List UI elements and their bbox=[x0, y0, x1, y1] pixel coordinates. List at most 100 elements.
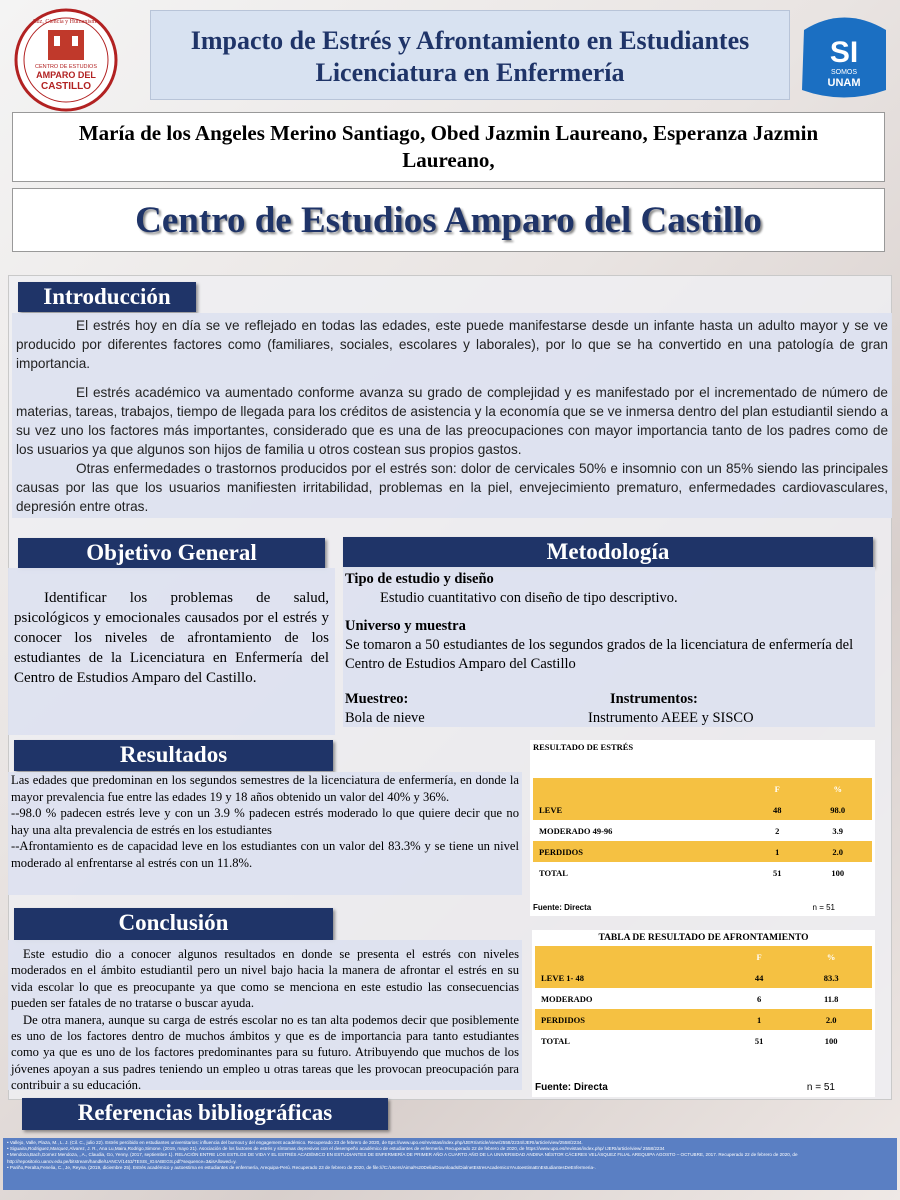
table-footer: Fuente: Directa n = 51 bbox=[533, 903, 835, 912]
table-cell: 3.9 bbox=[832, 825, 843, 836]
table-caption: RESULTADO DE ESTRÉS bbox=[533, 742, 634, 752]
paragraph: Otras enfermedades o trastornos producid… bbox=[16, 461, 888, 514]
section-heading: Objetivo General bbox=[18, 538, 325, 568]
table-row: MODERADO 6 11.8 bbox=[535, 988, 872, 1009]
title-line: Licenciatura en Enfermería bbox=[315, 58, 625, 87]
reference-item: • Vallejo, Valle, Plaza, M., L. J. (Cil.… bbox=[7, 1140, 583, 1145]
method-box: Tipo de estudio y diseño Estudio cuantit… bbox=[343, 567, 875, 727]
column: Muestreo: Bola de nieve bbox=[345, 690, 425, 728]
institution: Centro de Estudios Amparo del Castillo bbox=[12, 188, 885, 252]
table-cell: 51 bbox=[772, 867, 782, 878]
label: Instrumentos: bbox=[610, 691, 698, 707]
label: Tipo de estudio y diseño bbox=[345, 571, 494, 587]
reference-item: • Mendoza,Bach,Gomez Mendoza, , A., Clau… bbox=[7, 1152, 798, 1164]
table-n: n = 51 bbox=[806, 1082, 835, 1093]
table-cell: 98.0 bbox=[803, 799, 872, 820]
text: Bola de nieve bbox=[345, 710, 425, 726]
paragraph: De otra manera, aunque su carga de estré… bbox=[11, 1012, 519, 1093]
table-cell: MODERADO bbox=[541, 993, 593, 1004]
table-cell bbox=[535, 946, 728, 967]
table-cell: 44 bbox=[727, 967, 791, 988]
conclusion-text: Este estudio dio a conocer algunos resul… bbox=[8, 940, 522, 1092]
data-table: F% LEVE 48 98.0 MODERADO 49-96 2 3.9 PERDIDOS 1 2… bbox=[533, 778, 872, 883]
table-caption: TABLA DE RESULTADO DE AFRONTAMIENTO bbox=[598, 933, 809, 943]
section-heading: Resultados bbox=[14, 740, 333, 771]
text: Instrumento AEEE y SISCO bbox=[588, 710, 754, 726]
table-cell: TOTAL bbox=[541, 1035, 570, 1046]
section-heading: Metodología bbox=[343, 537, 873, 567]
objective-text: Identificar los problemas de salud, psic… bbox=[8, 568, 335, 735]
column-header: F bbox=[727, 946, 791, 967]
logo-si: SI bbox=[830, 36, 858, 69]
column-header: % bbox=[803, 778, 872, 799]
table-cell: 83.3 bbox=[790, 967, 872, 988]
table-row: LEVE 48 98.0 bbox=[533, 799, 872, 820]
table-row: PERDIDOS 1 2.0 bbox=[533, 841, 872, 862]
section-heading: Referencias bibliográficas bbox=[22, 1098, 388, 1130]
logo-motto: Luz, Ciencia y Humanismo bbox=[33, 19, 99, 25]
reference-item: • Pariño,Peralta,Fenelia, C., Je, Reyna.… bbox=[7, 1164, 596, 1170]
text: Se tomaron a 50 estudiantes de los segun… bbox=[345, 637, 854, 672]
table-row: LEVE 1- 48 44 83.3 bbox=[535, 967, 872, 988]
paragraph: Este estudio dio a conocer algunos resul… bbox=[11, 947, 519, 1011]
table-cell: MODERADO 49-96 bbox=[539, 825, 613, 836]
table-cell: 2.0 bbox=[803, 841, 872, 862]
table-row: PERDIDOS 1 2.0 bbox=[535, 1009, 872, 1030]
table-cell: 1 bbox=[727, 1009, 791, 1030]
table-header-row: F% bbox=[535, 946, 872, 967]
table-source: Fuente: Directa bbox=[533, 903, 592, 912]
intro-text: El estrés hoy en día se ve reflejado en … bbox=[12, 313, 892, 518]
table-source: Fuente: Directa bbox=[535, 1082, 608, 1093]
table-cell: LEVE bbox=[533, 799, 752, 820]
authors: María de los Angeles Merino Santiago, Ob… bbox=[12, 112, 885, 182]
table-row: MODERADO 49-96 2 3.9 bbox=[533, 820, 872, 841]
table-cell: TOTAL bbox=[539, 867, 568, 878]
column: Instrumentos: Instrumento AEEE y SISCO bbox=[588, 690, 754, 728]
text: Estudio cuantitativo con diseño de tipo … bbox=[380, 590, 678, 606]
column-header: % bbox=[790, 946, 872, 967]
table-cell: 2 bbox=[775, 825, 780, 836]
table-row: TOTAL 51 100 bbox=[533, 862, 872, 883]
data-table: F% LEVE 1- 48 44 83.3 MODERADO 6 11.8 PERDIDOS 1… bbox=[535, 946, 872, 1051]
table-cell: 6 bbox=[757, 993, 762, 1004]
title-line: Impacto de Estrés y Afrontamiento en Est… bbox=[190, 26, 750, 55]
table-cell: 100 bbox=[831, 867, 845, 878]
results-text: Las edades que predominan en los segundo… bbox=[8, 772, 522, 895]
table-n: n = 51 bbox=[812, 903, 835, 912]
logo-unam: UNAM bbox=[828, 77, 861, 89]
table-cell bbox=[533, 778, 752, 799]
section-heading: Conclusión bbox=[14, 908, 333, 940]
references: • Vallejo, Valle, Plaza, M., L. J. (Cil.… bbox=[3, 1138, 897, 1190]
logo-name: CASTILLO bbox=[41, 81, 91, 92]
logo-somos: SOMOS bbox=[831, 69, 857, 76]
label: Universo y muestra bbox=[345, 618, 466, 634]
logo-left: Luz, Ciencia y Humanismo CENTRO DE ESTUD… bbox=[14, 8, 118, 112]
label: Muestreo: bbox=[345, 691, 409, 707]
paragraph: El estrés académico va aumentado conform… bbox=[16, 385, 889, 457]
paragraph: El estrés hoy en día se ve reflejado en … bbox=[16, 318, 888, 371]
table-cell: 1 bbox=[751, 841, 804, 862]
table-cell: 11.8 bbox=[823, 993, 839, 1004]
title-box: Impacto de Estrés y Afrontamiento en Est… bbox=[150, 10, 790, 100]
paragraph: Las edades que predominan en los segundo… bbox=[11, 773, 519, 804]
table-cell: PERDIDOS bbox=[535, 1009, 728, 1030]
paragraph: --98.0 % padecen estrés leve y con un 3.… bbox=[11, 806, 519, 837]
table-cell: 48 bbox=[751, 799, 804, 820]
table-header-row: F% bbox=[533, 778, 872, 799]
table-cell: 100 bbox=[824, 1035, 838, 1046]
table-cell: LEVE 1- 48 bbox=[535, 967, 728, 988]
table-row: TOTAL 51 100 bbox=[535, 1030, 872, 1051]
logo-name: AMPARO DEL bbox=[36, 70, 96, 80]
section-heading: Introducción bbox=[18, 282, 196, 312]
logo-right: SI SOMOS UNAM bbox=[802, 17, 886, 98]
paragraph: --Afrontamiento es de capacidad leve en … bbox=[11, 839, 519, 870]
table-cell: 2.0 bbox=[790, 1009, 872, 1030]
table-card: RESULTADO DE ESTRÉS F% LEVE 48 98.0 MODERADO… bbox=[530, 740, 875, 916]
table-cell: PERDIDOS bbox=[533, 841, 752, 862]
reference-item: • Siguaira,Rodriguez,Marquez,Alvarez, J.… bbox=[7, 1146, 665, 1152]
logo-name: CENTRO DE ESTUDIOS bbox=[35, 64, 97, 70]
table-card: TABLA DE RESULTADO DE AFRONTAMIENTO F% LE… bbox=[532, 930, 875, 1097]
table-cell: 51 bbox=[754, 1035, 764, 1046]
column-header: F bbox=[751, 778, 804, 799]
